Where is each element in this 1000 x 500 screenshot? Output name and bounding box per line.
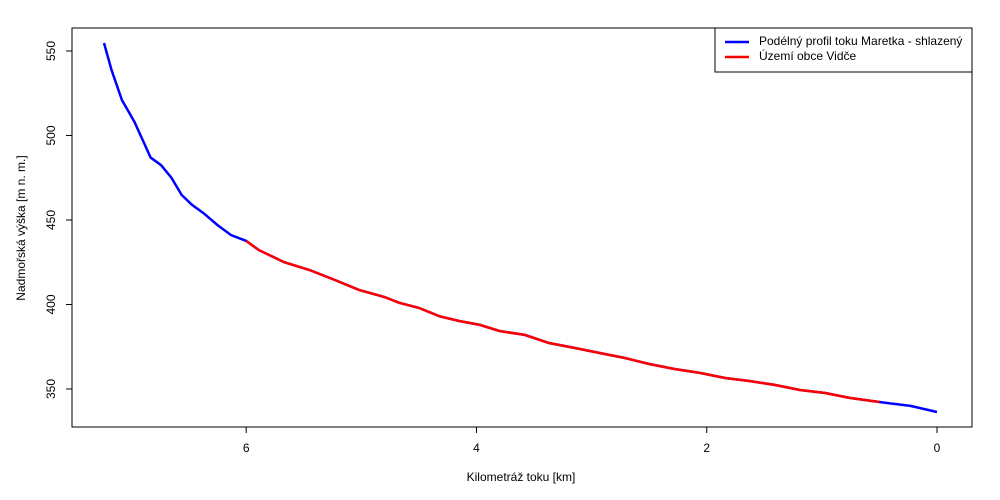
x-tick-label: 2 bbox=[703, 441, 710, 455]
x-tick-label: 4 bbox=[473, 441, 480, 455]
y-tick-label: 500 bbox=[44, 125, 58, 145]
legend-label: Podélný profil toku Maretka - shlazený bbox=[759, 34, 962, 48]
y-tick-label: 450 bbox=[44, 210, 58, 230]
y-tick-label: 400 bbox=[44, 294, 58, 314]
x-tick-label: 6 bbox=[243, 441, 250, 455]
legend-box bbox=[714, 27, 973, 73]
y-tick-label: 550 bbox=[44, 41, 58, 61]
series-line bbox=[245, 239, 880, 404]
series-line bbox=[102, 42, 938, 414]
y-tick-label: 350 bbox=[44, 379, 58, 399]
plot-frame bbox=[71, 27, 973, 428]
x-axis-label: Kilometráž toku [km] bbox=[467, 470, 576, 484]
x-tick-label: 0 bbox=[934, 441, 941, 455]
y-axis-label: Nadmořská výška [m n. m.] bbox=[14, 155, 28, 300]
legend-label: Území obce Vidče bbox=[759, 48, 856, 63]
